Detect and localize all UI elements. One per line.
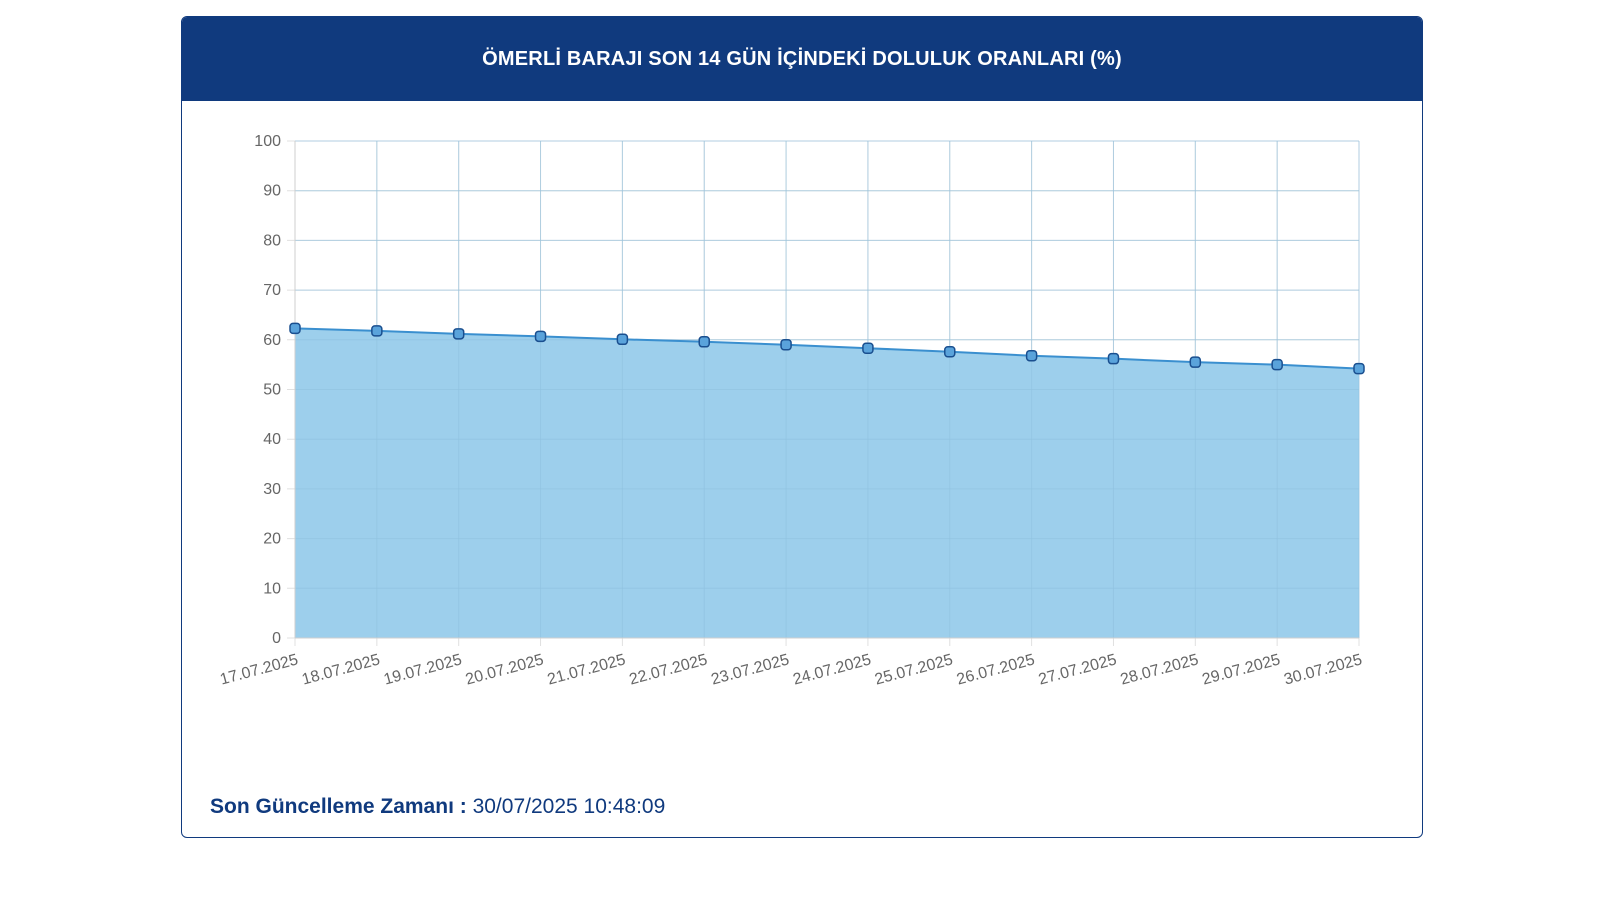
y-tick-label: 50 — [263, 382, 281, 399]
x-tick-label: 19.07.2025 — [382, 651, 464, 688]
y-tick-label: 40 — [263, 431, 281, 448]
data-point — [1353, 362, 1365, 375]
data-point — [944, 345, 956, 358]
data-point — [534, 330, 547, 343]
data-point — [616, 333, 629, 346]
data-point — [452, 328, 465, 340]
data-point — [1025, 349, 1038, 362]
x-tick-label: 28.07.2025 — [1119, 651, 1201, 688]
data-point — [1189, 356, 1202, 368]
x-tick-label: 23.07.2025 — [709, 651, 791, 688]
last-update-value: 30/07/2025 10:48:09 — [472, 795, 666, 818]
chart-title: ÖMERLİ BARAJI SON 14 GÜN İÇİNDEKİ DOLULU… — [482, 47, 1122, 70]
data-point — [780, 339, 792, 351]
x-tick-label: 30.07.2025 — [1282, 651, 1364, 688]
x-tick-label: 22.07.2025 — [628, 651, 710, 688]
x-tick-label: 26.07.2025 — [955, 651, 1037, 688]
y-tick-label: 60 — [263, 332, 281, 349]
card-header: ÖMERLİ BARAJI SON 14 GÜN İÇİNDEKİ DOLULU… — [182, 17, 1422, 101]
y-tick-label: 20 — [263, 531, 281, 548]
y-tick-label: 100 — [254, 133, 281, 150]
data-point — [289, 322, 301, 335]
x-tick-label: 27.07.2025 — [1037, 651, 1119, 688]
x-tick-label: 24.07.2025 — [791, 651, 873, 688]
dam-chart-card: ÖMERLİ BARAJI SON 14 GÜN İÇİNDEKİ DOLULU… — [181, 16, 1423, 838]
data-point — [862, 342, 874, 354]
x-tick-label: 21.07.2025 — [546, 651, 628, 688]
chart-area: 0 10 20 30 40 50 60 70 80 90 100 17.07.2025 18.07.20… — [182, 17, 1422, 837]
data-point — [1107, 352, 1120, 365]
y-tick-label: 30 — [263, 481, 281, 498]
x-tick-label: 25.07.2025 — [873, 651, 955, 688]
x-tick-label: 18.07.2025 — [300, 651, 382, 688]
fill-rate-chart: 0 10 20 30 40 50 60 70 80 90 100 17.07.2025 18.07.20… — [218, 133, 1365, 689]
x-tick-label: 17.07.2025 — [218, 651, 300, 688]
last-update-label: Son Güncelleme Zamanı : — [210, 795, 467, 818]
data-point — [371, 325, 383, 337]
series-line — [294, 327, 1360, 370]
data-point — [1271, 358, 1283, 371]
x-tick-label: 29.07.2025 — [1200, 651, 1282, 688]
y-tick-label: 10 — [263, 580, 281, 597]
y-tick-label: 80 — [263, 232, 281, 249]
last-update: Son Güncelleme Zamanı : 30/07/2025 10:48… — [210, 795, 665, 819]
series-area-fill — [295, 328, 1359, 638]
y-tick-label: 70 — [263, 282, 281, 299]
data-point — [698, 336, 710, 348]
y-tick-label: 90 — [263, 183, 281, 200]
x-tick-label: 20.07.2025 — [464, 651, 546, 688]
y-tick-label: 0 — [272, 630, 281, 647]
